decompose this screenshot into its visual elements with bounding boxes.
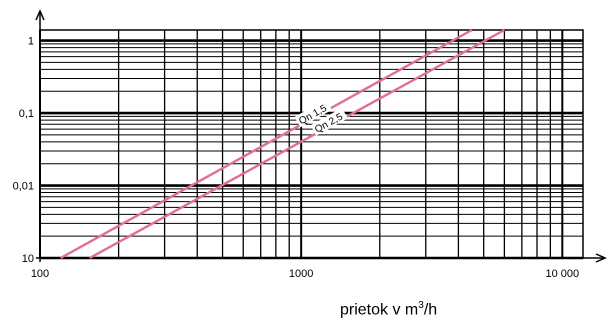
x-tick-label: 1000 (289, 268, 313, 280)
tick-labels: 1 0,1 0,01 10 100 1000 10 000 (13, 36, 580, 280)
series-line (60, 28, 473, 260)
x-axis-label-suffix: /h (423, 301, 438, 319)
x-axis-label-superscript: 3 (418, 300, 424, 311)
y-axis-arrow-icon (35, 9, 45, 21)
x-tick-label: 10 000 (545, 268, 579, 280)
x-tick-label: 100 (31, 268, 49, 280)
series-label-background (310, 107, 348, 136)
series-line (89, 28, 505, 260)
y-tick-label: 0,01 (13, 181, 34, 193)
x-axis-label-text: prietok v m (340, 301, 419, 319)
x-axis-arrow-icon (595, 253, 607, 263)
y-tick-label: 10 (22, 253, 34, 265)
x-axis-label: prietok v m3/h (340, 300, 437, 319)
axes (35, 9, 607, 263)
series-label-background (294, 99, 332, 128)
y-tick-label: 0,1 (19, 108, 34, 120)
y-tick-label: 1 (28, 36, 34, 48)
